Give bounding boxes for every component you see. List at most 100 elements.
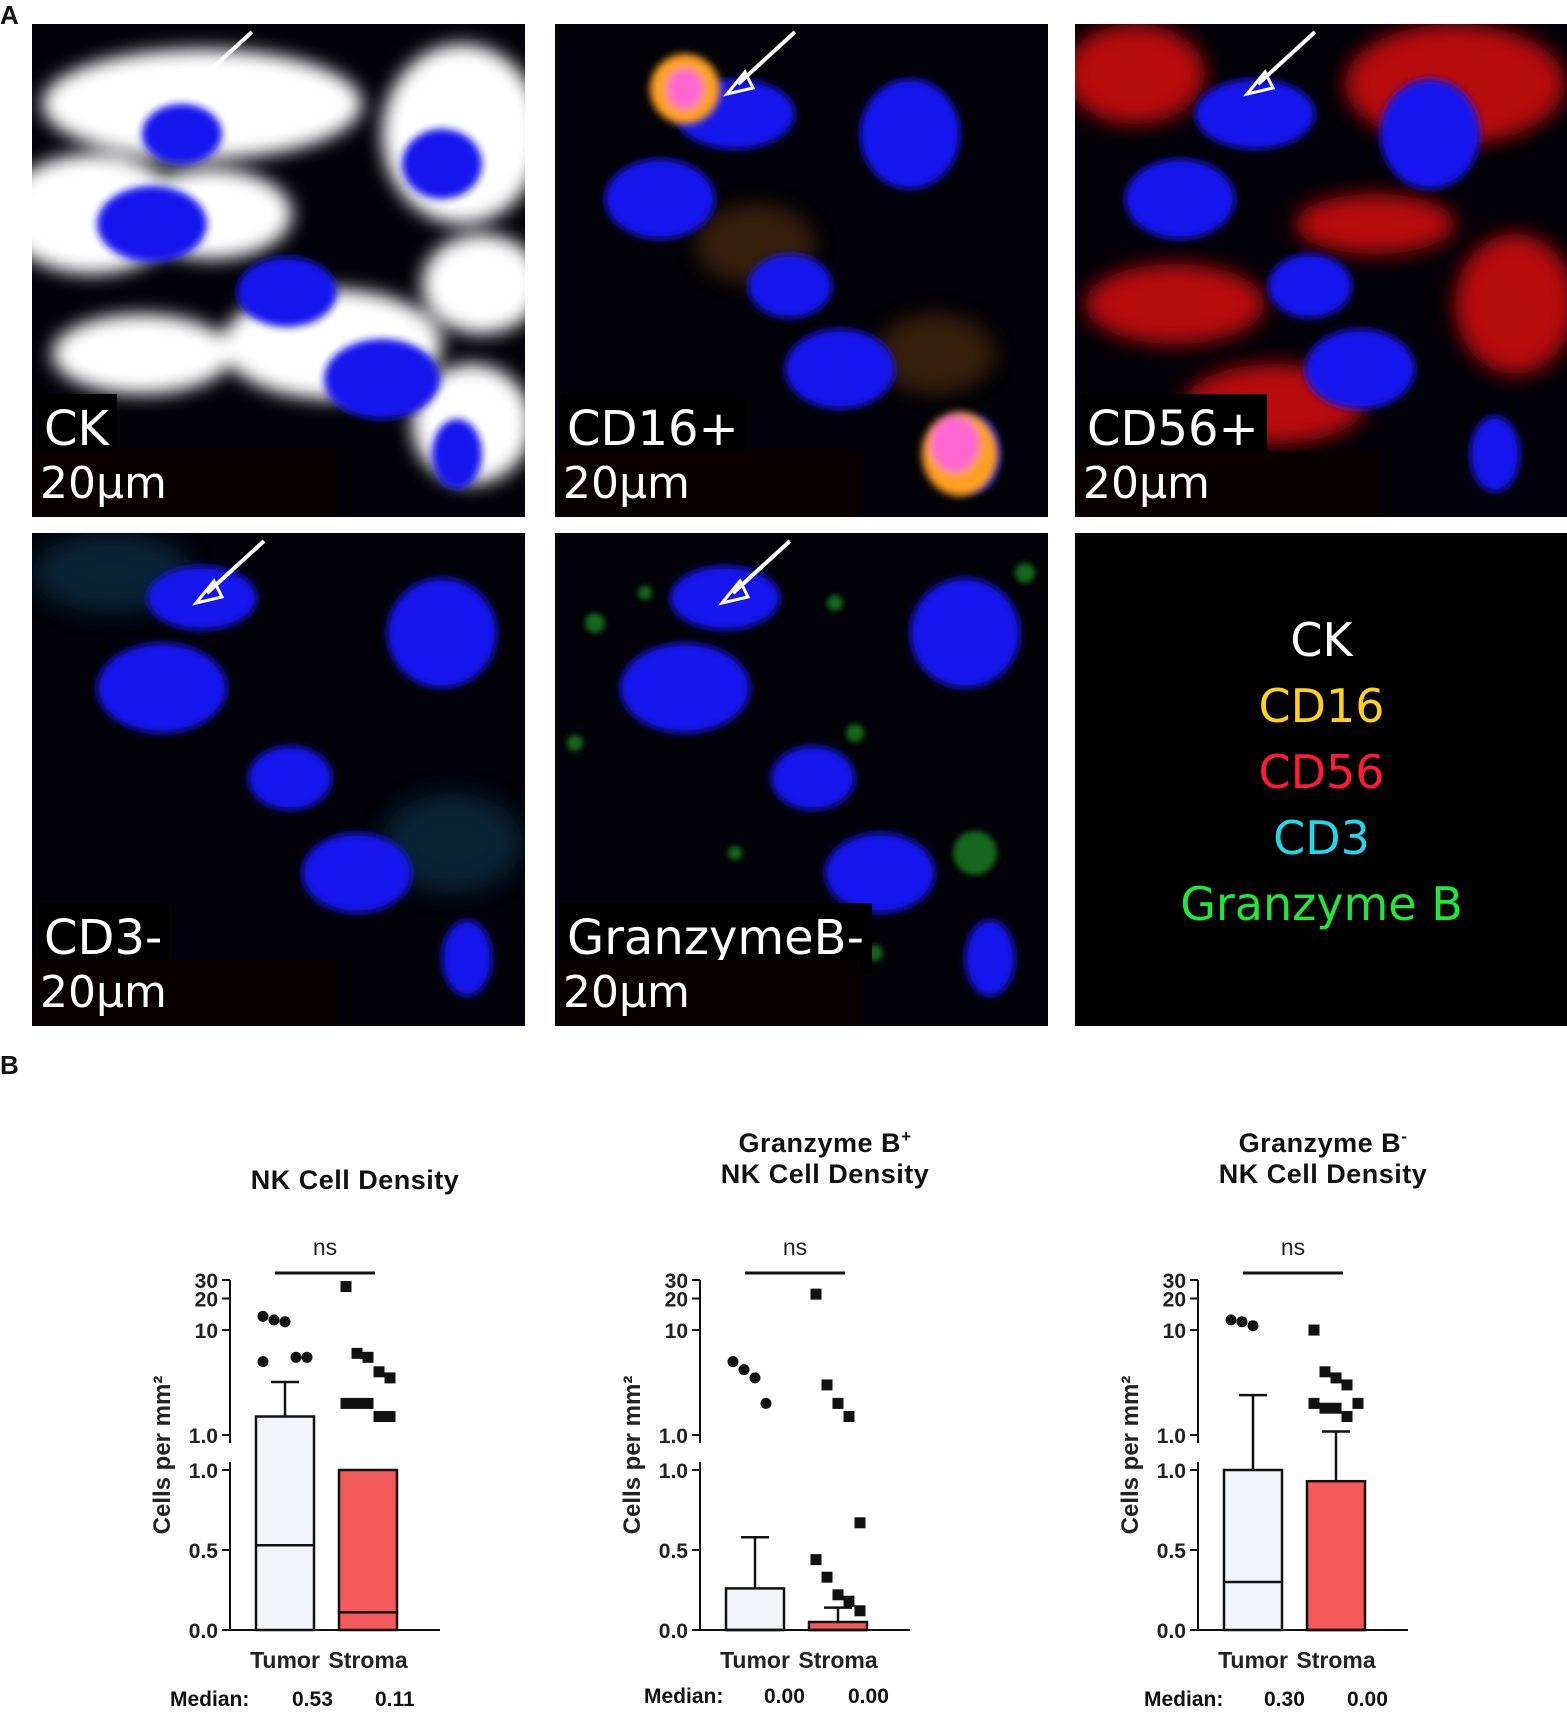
median-row: Median: 0.00 0.00: [644, 1685, 889, 1709]
marker-label-granzymeb: GranzymeB-: [561, 903, 872, 973]
micrograph-ck-image: [32, 30, 525, 489]
y-tick-label: 0.5: [189, 1540, 219, 1563]
bar-stroma: [337, 1468, 399, 1632]
data-point: [749, 1372, 761, 1384]
data-point: [279, 1316, 291, 1328]
data-point: [738, 1364, 750, 1376]
data-point: [1330, 1372, 1342, 1384]
data-point: [384, 1372, 396, 1384]
chart-granzymeb-pos-density: Granzyme B+ NK Cell Density 1.0 10 20 30 0.0…: [600, 1115, 1050, 1714]
data-point: [1308, 1397, 1320, 1409]
scale-bar-label: 20µm: [555, 960, 860, 1026]
data-point: [1330, 1402, 1342, 1414]
legend-item-granzyme-b: Granzyme B: [1180, 877, 1463, 931]
y-axis-label: Cells per mm²: [619, 1376, 646, 1535]
y-tick-label: 1.0: [659, 1425, 688, 1448]
y-tick-label: 0.0: [659, 1620, 688, 1643]
median-stroma: 0.00: [1347, 1688, 1388, 1711]
y-tick-label: 1.0: [659, 1460, 688, 1483]
y-tick-label: 30: [195, 1270, 218, 1293]
median-row: Median: 0.53 0.11: [170, 1688, 415, 1712]
scale-bar-label: 20µm: [32, 451, 337, 517]
legend-item-cd3: CD3: [1273, 811, 1370, 865]
y-axis-label: Cells per mm²: [1117, 1376, 1144, 1535]
data-point: [351, 1347, 363, 1359]
y-tick-label: 20: [665, 1288, 688, 1311]
data-point: [810, 1288, 822, 1300]
y-tick-label: 10: [1163, 1320, 1186, 1343]
data-point: [1319, 1366, 1331, 1378]
y-tick-label: 20: [195, 1288, 218, 1311]
median-tumor: 0.53: [292, 1688, 333, 1711]
micrograph-cd16: CD16+ 20µm: [555, 24, 1048, 517]
median-label: Median:: [170, 1688, 250, 1711]
median-stroma: 0.11: [375, 1688, 415, 1711]
y-tick-label: 30: [1163, 1270, 1186, 1293]
x-tick-label: Stroma: [328, 1647, 407, 1673]
median-stroma: 0.00: [848, 1685, 889, 1708]
micrograph-cd3-image: [32, 533, 522, 996]
data-point: [821, 1571, 833, 1583]
data-point: [1308, 1324, 1320, 1336]
chart-title: Granzyme B- NK Cell Density: [1218, 1127, 1428, 1189]
data-point: [1247, 1320, 1259, 1332]
y-tick-label: 1.0: [189, 1460, 218, 1483]
bar-stroma: [1305, 1479, 1367, 1632]
y-axis-label: Cells per mm²: [149, 1376, 176, 1535]
legend-item-ck: CK: [1290, 613, 1353, 667]
data-point: [854, 1605, 866, 1617]
data-point: [257, 1310, 269, 1322]
y-tick-label: 30: [665, 1270, 688, 1293]
y-tick-label: 1.0: [1157, 1425, 1186, 1448]
micrograph-cd16-image: [605, 30, 1000, 496]
x-tick-label: Stroma: [1296, 1647, 1375, 1673]
chart-title: NK Cell Density: [250, 1165, 460, 1195]
median-label: Median:: [644, 1685, 724, 1708]
data-point: [1341, 1411, 1353, 1423]
data-point: [290, 1351, 302, 1363]
micrograph-cd56-image: [1075, 24, 1567, 492]
scale-bar-label: 20µm: [32, 960, 337, 1026]
data-point: [810, 1554, 822, 1566]
micrograph-granzymeb: GranzymeB- 20µm: [555, 533, 1048, 1026]
micrograph-ck: CK 20µm: [32, 24, 525, 517]
data-point: [843, 1595, 855, 1607]
data-point: [1319, 1402, 1331, 1414]
micrograph-cd56: CD56+ 20µm: [1075, 24, 1567, 517]
data-point: [362, 1397, 374, 1409]
data-point: [351, 1397, 363, 1409]
data-point: [340, 1397, 352, 1409]
median-row: Median: 0.30 0.00: [1144, 1688, 1388, 1712]
y-tick-label: 0.0: [189, 1620, 218, 1643]
y-tick-label: 0.5: [1157, 1540, 1187, 1563]
x-tick-label: Stroma: [798, 1647, 877, 1673]
chart-nk-density: NK Cell Density 1.0 10 20 30 0.0 0.5 1.0 Cells …: [130, 1115, 580, 1714]
data-point: [854, 1517, 866, 1529]
data-point: [257, 1356, 269, 1368]
data-point: [832, 1589, 844, 1601]
data-point: [1236, 1316, 1248, 1328]
data-point: [362, 1351, 374, 1363]
legend-item-cd16: CD16: [1258, 679, 1385, 733]
y-tick-label: 10: [195, 1320, 218, 1343]
data-point: [340, 1281, 352, 1293]
data-point: [727, 1356, 739, 1368]
y-tick-label: 1.0: [189, 1425, 218, 1448]
data-point: [373, 1366, 385, 1378]
data-point: [1225, 1314, 1237, 1326]
x-tick-label: Tumor: [250, 1647, 320, 1673]
scale-bar-label: 20µm: [555, 451, 860, 517]
panel-b-label: B: [0, 1050, 19, 1080]
color-legend: CK CD16 CD56 CD3 Granzyme B: [1075, 533, 1567, 1026]
data-point: [832, 1397, 844, 1409]
data-point: [821, 1379, 833, 1391]
bar-tumor: [724, 1587, 786, 1632]
median-label: Median:: [1144, 1688, 1224, 1711]
bar-tumor: [1222, 1468, 1284, 1632]
data-point: [384, 1411, 396, 1423]
panel-a-label: A: [0, 0, 19, 30]
micrograph-cd3: CD3- 20µm: [32, 533, 525, 1026]
data-point: [268, 1314, 280, 1326]
